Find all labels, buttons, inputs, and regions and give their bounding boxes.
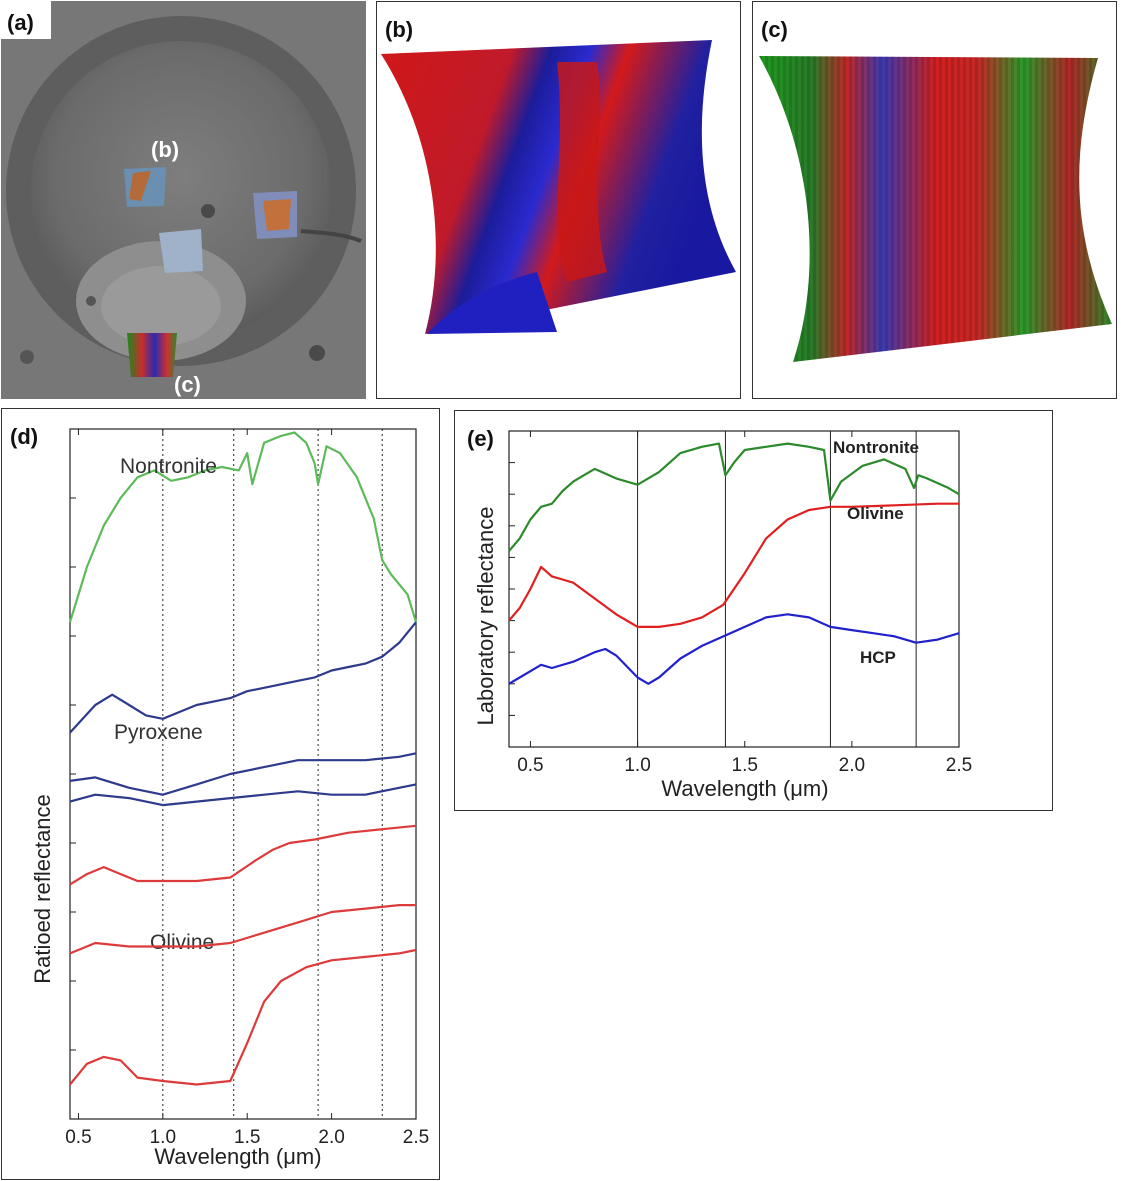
- panel-e: (e) Laboratory reflectance Wavelength (μ…: [454, 410, 1053, 811]
- series-label: Nontronite: [833, 438, 919, 457]
- panel-c: (c): [752, 1, 1117, 399]
- series-line: [69, 783, 417, 807]
- chart-e-ylabel: Laboratory reflectance: [473, 507, 498, 726]
- chart-d-ylabel: Ratioed reflectance: [30, 794, 55, 984]
- x-tick-label: 2.0: [318, 1127, 344, 1148]
- panel-a: (a) (b) (c): [1, 1, 366, 399]
- series-line: [508, 502, 959, 628]
- chart-e-panel-label: (e): [467, 426, 494, 451]
- inset-c-label: (c): [174, 372, 201, 397]
- panel-b-label: (b): [385, 17, 413, 42]
- series-label: Pyroxene: [114, 721, 203, 744]
- series-line: [69, 948, 417, 1086]
- series-line: [508, 613, 960, 685]
- x-tick-label: 2.0: [839, 755, 865, 776]
- chart-d-xlabel: Wavelength (μm): [154, 1144, 321, 1169]
- mineral-map-b: (b): [381, 17, 736, 334]
- inset-b-label: (b): [151, 137, 179, 162]
- series-line: [69, 824, 417, 886]
- series-line: [69, 621, 417, 734]
- series-label: Olivine: [150, 931, 214, 954]
- x-tick-label: 2.5: [403, 1127, 429, 1148]
- chart-d: (d) Ratioed reflectance Wavelength (μm) …: [10, 424, 429, 1169]
- plot-frame: [69, 428, 417, 1120]
- panel-b: (b): [376, 1, 741, 399]
- series-line: [69, 752, 417, 796]
- x-tick-label: 1.5: [234, 1127, 260, 1148]
- series-line: [69, 904, 416, 955]
- chart-e-xlabel: Wavelength (μm): [661, 776, 828, 801]
- chart-e: (e) Laboratory reflectance Wavelength (μ…: [467, 426, 972, 801]
- series-line: [508, 442, 960, 552]
- series-label: Nontronite: [120, 455, 217, 478]
- x-tick-label: 1.0: [150, 1127, 176, 1148]
- x-tick-label: 2.5: [946, 755, 972, 776]
- panel-d: (d) Ratioed reflectance Wavelength (μm) …: [1, 408, 440, 1180]
- mineral-map-c: (c): [759, 17, 1112, 362]
- inset-c-footprint: [127, 333, 177, 377]
- panel-c-label: (c): [761, 17, 788, 42]
- series-label: Olivine: [847, 504, 904, 523]
- panel-a-label: (a): [7, 10, 34, 35]
- series-label: HCP: [860, 648, 896, 667]
- x-tick-label: 1.0: [624, 755, 650, 776]
- chart-d-panel-label: (d): [10, 424, 38, 449]
- crater-context-image: (a) (b) (c): [1, 1, 366, 399]
- series-line: [68, 431, 418, 623]
- x-tick-label: 0.5: [517, 755, 543, 776]
- x-tick-label: 1.5: [732, 755, 758, 776]
- x-tick-label: 0.5: [65, 1127, 91, 1148]
